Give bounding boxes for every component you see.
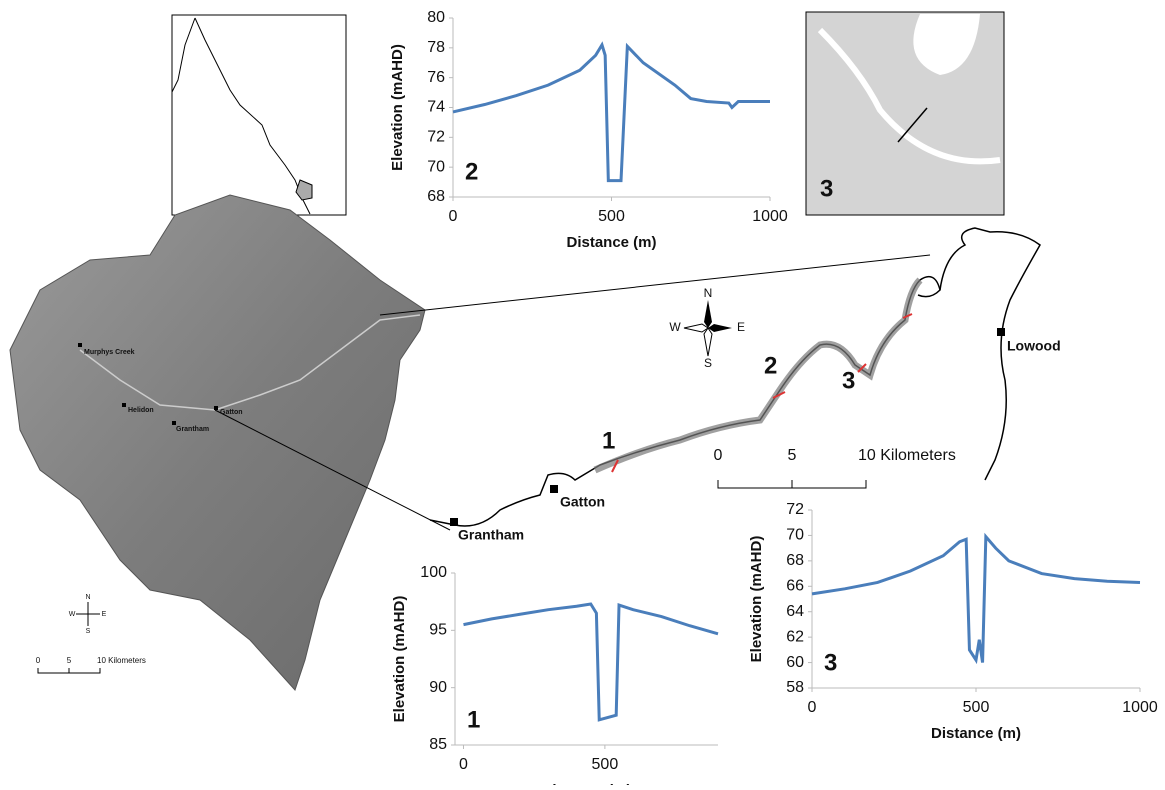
compass <box>708 324 732 332</box>
scale-label: 10 Kilometers <box>97 656 146 665</box>
compass-label: N <box>85 594 90 601</box>
town-label: Gatton <box>220 409 243 416</box>
town-marker <box>78 343 82 347</box>
compass-label: W <box>669 320 681 334</box>
scale-label: 5 <box>67 656 72 665</box>
scale-label: 5 <box>788 447 797 464</box>
y-tick-label: 60 <box>786 654 804 671</box>
y-axis-label: Elevation (mAHD) <box>391 596 408 723</box>
x-tick-label: 1000 <box>1122 699 1158 716</box>
profile-line <box>463 602 719 722</box>
place-label: Gatton <box>560 494 605 510</box>
callout-line <box>379 254 931 316</box>
y-tick-label: 85 <box>429 736 447 753</box>
y-tick-label: 66 <box>786 578 804 595</box>
compass-label: E <box>102 611 107 618</box>
chart-annotation: 3 <box>824 649 837 676</box>
inset-frame <box>171 14 347 216</box>
section-mark <box>772 391 786 399</box>
section-line <box>897 107 928 143</box>
y-tick-label: 74 <box>427 99 445 116</box>
inset-river <box>817 27 1001 165</box>
x-axis-label: Distance (m) <box>566 234 656 251</box>
y-tick-label: 78 <box>427 39 445 56</box>
creek <box>79 314 421 411</box>
profile-line <box>811 532 1141 665</box>
town-marker <box>172 421 176 425</box>
place-label: Lowood <box>1007 338 1061 354</box>
x-axis-label: Distance (m) <box>931 725 1021 742</box>
town-marker <box>997 328 1005 336</box>
x-tick-label: 500 <box>963 699 990 716</box>
place-label: Grantham <box>458 527 524 543</box>
catchment-locator <box>295 179 313 201</box>
x-tick-label: 500 <box>592 756 619 773</box>
compass <box>704 300 712 328</box>
y-tick-label: 72 <box>427 129 445 146</box>
x-tick-label: 0 <box>449 208 458 225</box>
y-tick-label: 68 <box>786 552 804 569</box>
section-label: 3 <box>842 367 855 394</box>
y-axis-label: Elevation (mAHD) <box>748 536 765 663</box>
scale-label: 0 <box>714 447 723 464</box>
compass <box>703 327 713 357</box>
compass <box>683 323 709 333</box>
x-tick-label: 1000 <box>752 208 788 225</box>
section-mark <box>857 363 867 373</box>
town-marker <box>550 485 558 493</box>
river <box>429 275 941 527</box>
section-mark <box>902 313 913 319</box>
profile-line <box>452 41 770 183</box>
y-tick-label: 72 <box>786 501 804 518</box>
x-tick-label: 0 <box>808 699 817 716</box>
y-tick-label: 100 <box>420 564 447 581</box>
river <box>939 227 1041 481</box>
y-tick-label: 62 <box>786 628 804 645</box>
chart-annotation: 2 <box>465 158 478 185</box>
town-label: Murphys Creek <box>84 349 135 356</box>
y-tick-label: 64 <box>786 603 804 620</box>
y-tick-label: 76 <box>427 69 445 86</box>
town-label: Helidon <box>128 407 154 414</box>
town-marker <box>122 403 126 407</box>
inset-label: 3 <box>820 175 833 202</box>
scale-label: 10 Kilometers <box>858 447 956 464</box>
x-tick-label: 0 <box>459 756 468 773</box>
study-reach <box>593 277 923 474</box>
compass-label: W <box>69 611 76 618</box>
y-tick-label: 68 <box>427 188 445 205</box>
compass-label: E <box>737 320 745 334</box>
coastline <box>171 17 196 93</box>
town-marker <box>450 518 458 526</box>
y-tick-label: 95 <box>429 622 447 639</box>
y-tick-label: 80 <box>427 9 445 26</box>
y-tick-label: 70 <box>427 158 445 175</box>
scale-label: 0 <box>36 656 41 665</box>
y-tick-label: 58 <box>786 679 804 696</box>
compass-label: N <box>704 286 713 300</box>
compass-label: S <box>704 356 712 370</box>
x-tick-label: 500 <box>598 208 625 225</box>
callout-line <box>214 409 451 531</box>
y-tick-label: 90 <box>429 679 447 696</box>
town-marker <box>214 406 218 410</box>
chart-annotation: 1 <box>467 706 480 733</box>
town-label: Grantham <box>176 426 209 433</box>
section-label: 1 <box>602 427 615 454</box>
section-mark <box>611 459 619 473</box>
compass-label: S <box>86 628 91 635</box>
section-label: 2 <box>764 352 777 379</box>
catchment <box>9 194 426 691</box>
inset-water <box>913 14 980 75</box>
y-tick-label: 70 <box>786 527 804 544</box>
y-axis-label: Elevation (mAHD) <box>389 44 406 171</box>
